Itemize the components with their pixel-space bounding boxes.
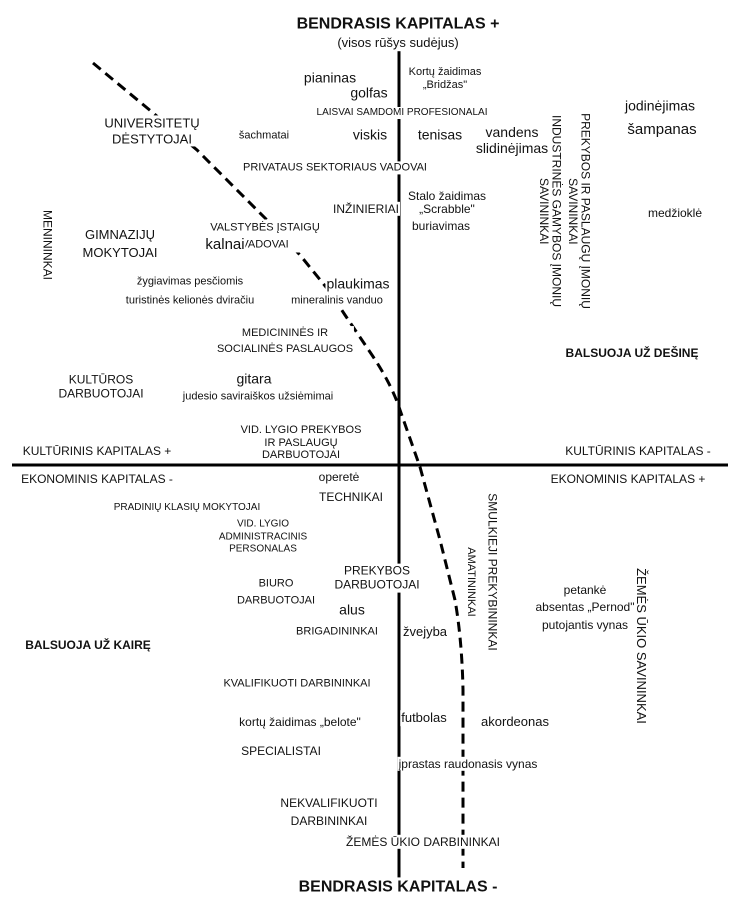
profession-skilled-workers: KVALIFIKUOTI DARBININKAI [222, 677, 372, 691]
axis-left-lower: EKONOMINIS KAPITALAS - [20, 471, 174, 487]
profession-mid-trade-workers: VID. LYGIO PREKYBOS IR PASLAUGŲ DARBUOTO… [239, 424, 363, 462]
axis-right-lower: EKONOMINIS KAPITALAS + [549, 471, 707, 487]
taste-football: futbolas [400, 710, 448, 726]
profession-private-managers: PRIVATAUS SEKTORIAUS VADOVAI [242, 161, 428, 175]
taste-red-wine: įprastas raudonasis vynas [397, 756, 539, 772]
taste-petanque-pernod-sparkling: petankė absentas „Pernod" putojantis vyn… [534, 581, 636, 635]
profession-medical-social: MEDICININĖS IR SOCIALINĖS PASLAUGOS [215, 326, 355, 358]
profession-office-workers: BIURO DARBUOTOJAI [235, 575, 317, 609]
profession-university-lecturers: UNIVERSITETŲ DĖSTYTOJAI [103, 115, 201, 147]
profession-freelancers: LAISVAI SAMDOMI PROFESIONALAI [315, 107, 489, 119]
profession-farm-owners: ŽEMĖS ŪKIO SAVININKAI [633, 567, 649, 725]
taste-whisky: viskis [351, 126, 389, 144]
taste-bridge: Kortų žaidimas „Bridžas" [407, 65, 483, 93]
profession-engineers: INŽINIERIAI [331, 201, 401, 217]
profession-small-traders: SMULKIEJI PREKYBININKAI [485, 492, 500, 652]
profession-industry-owners: INDUSTRINĖS GAMYBOS ĮMONIŲ SAVININKAI [537, 114, 564, 308]
taste-guitar: gitara [235, 370, 273, 388]
taste-chess: šachmatai [237, 129, 291, 143]
axis-top-subtitle: (visos rūšys sudėjus) [336, 35, 460, 51]
taste-accordion: akordeonas [480, 714, 550, 730]
profession-sales-workers: PREKYBOS DARBUOTOJAI [333, 563, 421, 593]
profession-primary-teachers: PRADINIŲ KLASIŲ MOKYTOJAI [112, 502, 262, 514]
axis-top-title: BENDRASIS KAPITALAS + [295, 14, 501, 34]
taste-swimming: plaukimas [325, 275, 391, 293]
taste-water-skiing: vandens slidinėjimas [474, 123, 550, 157]
profession-farm-workers: ŽEMĖS ŪKIO DARBININKAI [344, 834, 502, 850]
taste-belote: kortų žaidimas „belote" [238, 714, 362, 730]
votes-left-label: BALSUOJA UŽ KAIRĘ [24, 637, 152, 653]
profession-artists: MENININKAI [40, 208, 55, 282]
profession-craftsmen: AMATININKAI [464, 546, 477, 618]
axis-left-upper: KULTŪRINIS KAPITALAS + [21, 443, 173, 459]
taste-hunting: medžioklė [646, 205, 704, 221]
taste-champagne: šampanas [626, 121, 698, 139]
taste-mountains: kalnai [204, 236, 246, 254]
profession-specialists: SPECIALISTAI [240, 743, 322, 759]
profession-unskilled-workers: NEKVALIFIKUOTI DARBININKAI [279, 794, 379, 830]
taste-beer: alus [338, 601, 366, 619]
taste-scrabble: Stalo žaidimas „Scrabble" [406, 188, 488, 217]
profession-culture-workers: KULTŪROS DARBUOTOJAI [57, 372, 145, 402]
taste-golf: golfas [349, 84, 389, 102]
profession-foremen: BRIGADININKAI [295, 625, 379, 639]
taste-tennis: tenisas [416, 126, 464, 144]
profession-mid-admin: VID. LYGIO ADMINISTRACINIS PERSONALAS [217, 518, 309, 556]
taste-cycling-tours: turistinės kelionės dviračiu [124, 294, 256, 308]
axis-bottom-title: BENDRASIS KAPITALAS - [297, 877, 499, 897]
taste-operetta: operetė [317, 469, 361, 485]
axis-right-upper: KULTŪRINIS KAPITALAS - [564, 443, 712, 459]
taste-piano: pianinas [302, 69, 358, 87]
taste-fishing: žvejyba [401, 624, 449, 640]
taste-hiking: žygiavimas pesčiomis [135, 275, 245, 289]
taste-horse-riding: jodinėjimas [623, 97, 697, 115]
taste-sailing: buriavimas [410, 218, 472, 234]
profession-gymnasium-teachers: GIMNAZIJŲ MOKYTOJAI [81, 225, 159, 263]
taste-mineral-water: mineralinis vanduo [290, 294, 384, 308]
taste-movement-activities: judesio saviraiškos užsiėmimai [181, 390, 335, 404]
profession-trade-owners: PREKYBOS IR PASLAUGŲ ĮMONIŲ SAVININKAI [566, 113, 593, 309]
profession-technicians: TECHNIKAI [317, 489, 385, 505]
votes-right-label: BALSUOJA UŽ DEŠINĘ [564, 345, 700, 361]
